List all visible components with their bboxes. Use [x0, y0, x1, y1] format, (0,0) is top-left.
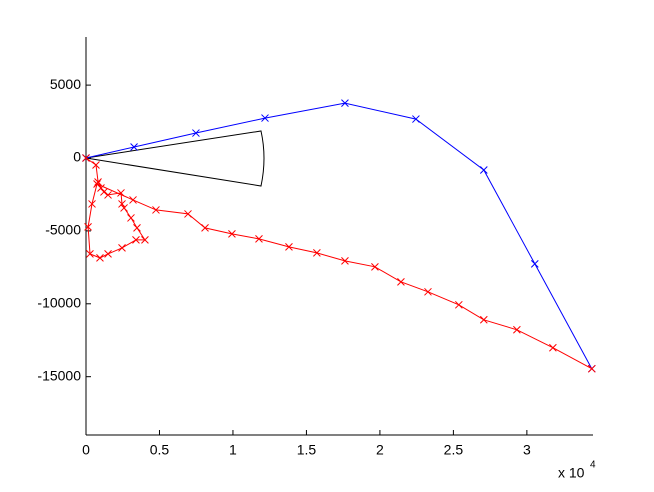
- marker: [88, 200, 96, 208]
- marker: [549, 343, 557, 352]
- marker: [285, 243, 293, 251]
- marker: [118, 244, 126, 252]
- marker: [82, 154, 90, 162]
- y-tick-label: -15000: [37, 367, 81, 383]
- marker: [184, 210, 192, 218]
- marker: [93, 180, 101, 188]
- marker: [313, 249, 321, 257]
- marker: [86, 250, 94, 258]
- marker: [412, 115, 420, 123]
- marker: [96, 254, 104, 262]
- y-tick-label: 5000: [50, 76, 81, 92]
- marker: [341, 99, 349, 107]
- marker: [371, 262, 379, 271]
- marker: [341, 257, 349, 265]
- marker: [255, 235, 263, 243]
- x-scale-exponent: 4: [590, 460, 596, 471]
- y-tick-label: -5000: [45, 222, 81, 238]
- marker: [587, 364, 596, 373]
- marker: [129, 196, 137, 204]
- x-tick-label: 1.5: [297, 442, 317, 458]
- x-tick-label: 2: [376, 442, 384, 458]
- marker: [94, 178, 102, 186]
- view-wedge: [85, 130, 265, 187]
- x-tick-label: 3: [523, 442, 531, 458]
- marker: [92, 161, 100, 169]
- marker: [261, 114, 269, 122]
- x-tick-label: 2.5: [444, 442, 464, 458]
- marker: [479, 166, 488, 174]
- marker: [127, 214, 135, 222]
- marker: [513, 325, 521, 334]
- marker: [397, 277, 405, 286]
- y-tick-label: 0: [73, 149, 81, 165]
- marker: [104, 191, 112, 199]
- marker: [104, 250, 112, 258]
- marker: [120, 204, 128, 212]
- marker: [130, 143, 138, 151]
- x-tick-label: 1: [229, 442, 237, 458]
- marker: [424, 287, 432, 296]
- marker: [117, 189, 125, 197]
- marker: [133, 224, 141, 232]
- x-scale-note: x 10: [558, 465, 585, 481]
- marker: [192, 129, 200, 137]
- marker: [118, 200, 126, 208]
- marker: [454, 300, 463, 309]
- marker: [100, 188, 108, 196]
- series-line: [85, 157, 593, 370]
- marker: [141, 236, 149, 244]
- marker: [84, 223, 92, 231]
- marker: [152, 206, 160, 214]
- marker: [201, 224, 209, 232]
- marker: [530, 259, 539, 268]
- marker: [479, 315, 488, 324]
- x-tick-label: 0.5: [150, 442, 170, 458]
- x-tick-label: 0: [82, 442, 90, 458]
- y-tick-label: -10000: [37, 294, 81, 310]
- marker: [228, 230, 236, 238]
- marker: [132, 236, 140, 244]
